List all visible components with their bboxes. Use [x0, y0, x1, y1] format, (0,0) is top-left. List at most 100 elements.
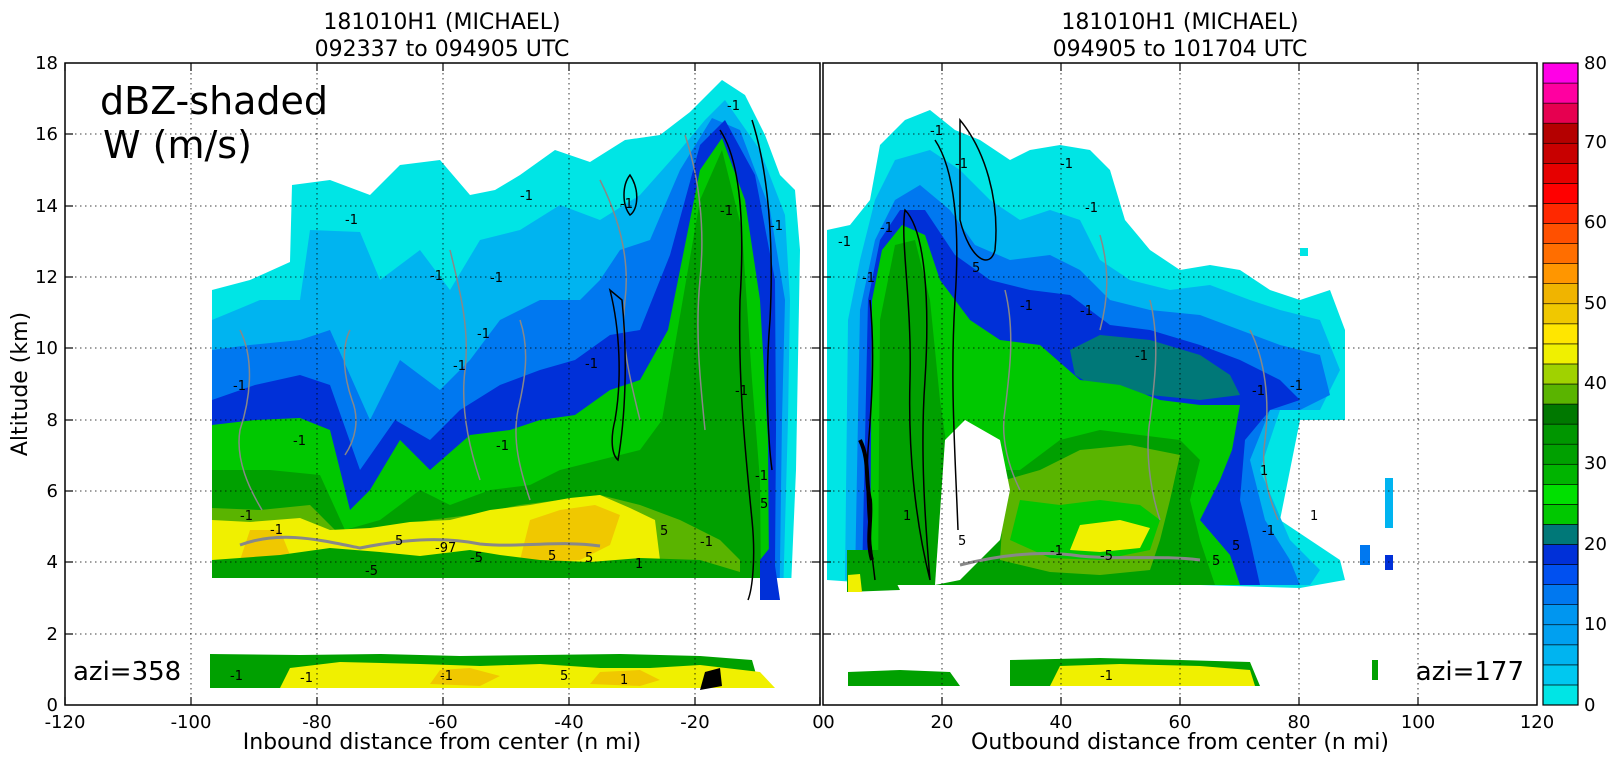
left-w-label: -1	[230, 669, 243, 684]
colorbar-swatch	[1542, 684, 1579, 706]
left-w-label: 5	[560, 669, 568, 684]
colorbar-swatch	[1542, 584, 1579, 605]
colorbar-swatch	[1542, 102, 1579, 124]
right-w-label: -1	[930, 124, 943, 139]
right-w-label: -1	[1100, 669, 1113, 684]
right-x-ticks	[941, 63, 1419, 705]
right-title-line-2: 094905 to 101704 UTC	[1053, 37, 1308, 62]
left-w-label: 5	[548, 549, 556, 564]
colorbar-swatch	[1542, 343, 1579, 365]
right-speckle	[1360, 545, 1370, 565]
right-w-label: -1	[1085, 201, 1098, 216]
left-x-ticks	[64, 63, 821, 705]
left-echo-8	[240, 505, 620, 562]
colorbar-swatches	[1542, 62, 1579, 706]
right-w-label: -1	[1135, 349, 1148, 364]
right-missing-below	[823, 588, 1537, 705]
left-x-axis-label: Inbound distance from center (n mi)	[243, 730, 642, 755]
left-w-label: -1	[293, 434, 306, 449]
left-w-contour-gray-3	[449, 249, 481, 481]
left-y-tick-label: 12	[35, 267, 58, 288]
right-echo-gap	[935, 420, 1010, 585]
y-axis-label: Altitude (km)	[8, 312, 33, 456]
right-w-label: -5	[1100, 549, 1113, 564]
colorbar-swatch	[1542, 223, 1579, 244]
right-w-label: -1	[1290, 379, 1303, 394]
left-w-contour-labels: -1 -1 -1 -1 -1 -1 -1 -1 -1 -1 -1 -1 -1 -…	[230, 99, 783, 688]
colorbar-swatch	[1542, 504, 1579, 525]
left-w-label: -1	[620, 197, 633, 212]
left-w-label: -5	[470, 551, 483, 566]
right-w-contour-gray-5	[959, 551, 1201, 567]
left-w-contour-black-4	[623, 173, 638, 216]
colorbar-frame	[1542, 62, 1579, 706]
left-w-label: -1	[233, 379, 246, 394]
colorbar-swatch	[1542, 323, 1579, 345]
left-x-tick-label: -20	[680, 712, 709, 733]
right-x-tick-labels: 0 20 40 60 80 100 120	[823, 712, 1554, 733]
left-w-contour-gray-2	[343, 329, 357, 456]
right-w-label: -1	[880, 221, 893, 236]
left-echo-9	[212, 548, 740, 578]
colorbar-swatch	[1542, 644, 1579, 666]
left-w-label: -1	[440, 669, 453, 684]
left-w-label: -97	[435, 541, 456, 556]
colorbar-swatch	[1542, 624, 1579, 646]
colorbar-swatch	[1542, 604, 1579, 626]
colorbar-swatch	[1542, 363, 1579, 385]
left-w-label: -1	[720, 204, 733, 219]
right-w-label: 5	[958, 534, 966, 549]
left-w-label: 5	[585, 551, 593, 566]
colorbar-tick-label: 40	[1584, 373, 1607, 394]
colorbar-swatch	[1542, 283, 1579, 305]
right-w-label: -1	[862, 271, 875, 286]
colorbar-swatch	[1542, 122, 1579, 144]
right-w-contour-gray-1	[1002, 289, 1021, 491]
left-y-tick-label: 0	[47, 695, 58, 716]
right-w-label: -1	[838, 235, 851, 250]
right-x-tick-label: 0	[823, 712, 834, 733]
left-w-label: 5	[660, 524, 668, 539]
colorbar-swatch	[1542, 403, 1579, 425]
right-y-ticks	[823, 133, 1537, 635]
left-title-line-2: 092337 to 094905 UTC	[315, 37, 570, 62]
right-x-tick-label: 40	[1050, 712, 1073, 733]
left-w-label: -1	[430, 269, 443, 284]
right-grid	[823, 63, 1537, 705]
right-w-contours	[858, 117, 1279, 581]
right-x-tick-label: 20	[931, 712, 954, 733]
colorbar-swatch	[1542, 203, 1579, 224]
left-w-label: 1	[620, 673, 628, 688]
colorbar-tick-label: 70	[1584, 132, 1607, 153]
right-w-label: 5	[972, 261, 980, 276]
left-y-tick-label: 10	[35, 338, 58, 359]
left-w-label: -1	[496, 439, 509, 454]
right-title-line-1: 181010H1 (MICHAEL)	[1061, 10, 1298, 35]
right-echo-9	[1070, 520, 1150, 552]
left-missing-below-2	[212, 600, 792, 705]
right-speckle	[980, 152, 988, 162]
colorbar-swatch	[1542, 62, 1579, 84]
left-y-ticks	[65, 133, 820, 635]
left-y-tick-label: 6	[47, 481, 58, 502]
left-x-tick-label: 0	[812, 712, 823, 733]
left-y-tick-labels: 0 2 4 6 8 10 12 14 16 18	[35, 53, 58, 716]
colorbar-swatch	[1542, 664, 1579, 686]
right-w-label: -1	[1262, 524, 1275, 539]
right-scattered-echoes	[980, 152, 1393, 570]
right-w-contour-labels: -1 -1 -1 -1 -1 -1 -1 -1 -1 -1 -1 -1 1 -1…	[838, 124, 1318, 684]
left-reflectivity-field: -1 -1 -1 -1 -1 -1 -1 -1 -1 -1 -1 -1 -1 -…	[210, 80, 800, 705]
right-low-echo-green-small	[1372, 660, 1378, 680]
left-x-tick-labels: -120 -100 -80 -60 -40 -20 0	[45, 712, 824, 733]
colorbar-tick-label: 20	[1584, 534, 1607, 555]
colorbar-tick-labels: 0 10 20 30 40 50 60 70 80	[1584, 53, 1607, 716]
left-w-contour-black-1	[608, 287, 626, 462]
colorbar-tick-label: 0	[1584, 695, 1595, 716]
left-azimuth-label: azi=358	[73, 657, 181, 687]
colorbar-swatch	[1542, 423, 1579, 445]
right-w-label: -1	[1080, 304, 1093, 319]
left-panel: -1 -1 -1 -1 -1 -1 -1 -1 -1 -1 -1 -1 -1 -…	[8, 10, 824, 755]
right-w-label: -1	[1050, 544, 1063, 559]
left-w-label: -1	[453, 359, 466, 374]
left-w-label: 5	[395, 534, 403, 549]
